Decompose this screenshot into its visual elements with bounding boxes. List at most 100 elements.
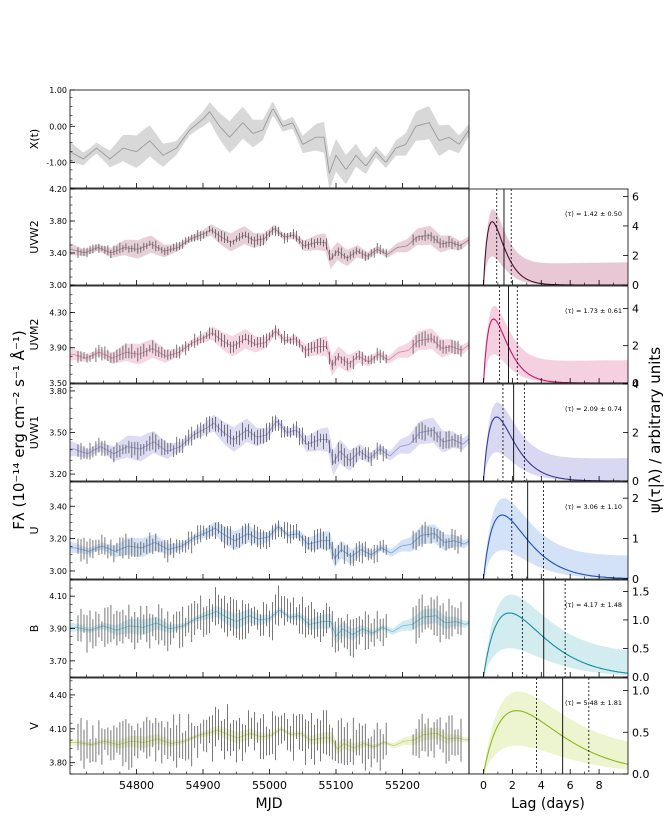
- plot-area: [469, 580, 628, 677]
- y-tick-label: 0.0: [632, 671, 650, 684]
- y-tick-label: 1.00: [49, 86, 67, 95]
- x-axis-label-mjd: MJD: [256, 796, 283, 812]
- model-uncertainty-band: [70, 725, 469, 755]
- y-tick-label: 3.90: [49, 344, 67, 353]
- y-tick-label: 4.40: [49, 691, 67, 700]
- y-tick-label: 3.90: [49, 625, 67, 634]
- y-tick-label: 0: [632, 377, 639, 390]
- transfer-function-line: [469, 514, 628, 579]
- plot-area: [70, 102, 469, 188]
- panel-frame: [468, 579, 629, 678]
- row-label: X(t): [28, 129, 41, 149]
- transfer-uncertainty-band: [469, 691, 628, 774]
- y-tick-label: 3.20: [49, 470, 67, 479]
- light-curve-panel-xt: 1.00 0.00 -1.00 X(t): [28, 86, 470, 189]
- transfer-panel-b: ⟨τ⟩ = 4.17 ± 1.48 0.0 0.5 1.0 1.5: [468, 579, 650, 684]
- y-tick-label: 3.20: [49, 535, 67, 544]
- transfer-uncertainty-band: [469, 305, 628, 383]
- x-tick-label: 4: [538, 779, 545, 792]
- x-tick-label: 6: [567, 779, 574, 792]
- y-axis-label-transfer: ψ(τ|λ) / arbitrary units: [646, 347, 664, 513]
- y-tick-label: 4: [632, 378, 639, 391]
- transfer-uncertainty-band: [469, 402, 628, 481]
- y-tick-label: 4: [632, 220, 639, 233]
- x-tick-label: 2: [509, 779, 516, 792]
- y-tick-label: 1: [632, 533, 639, 546]
- y-tick-label: 0: [632, 279, 639, 292]
- y-tick-label: 3.50: [49, 379, 67, 388]
- transfer-panel-v: ⟨τ⟩ = 5.48 ± 1.81 0.0 0.5 1.0: [468, 677, 650, 781]
- plot-area: [469, 384, 628, 481]
- row-label: U: [28, 526, 41, 534]
- transfer-function-line: [469, 220, 628, 285]
- x-tick-label: 8: [596, 779, 603, 792]
- plot-area: [70, 585, 469, 658]
- mean-lag-annotation: ⟨τ⟩ = 5.48 ± 1.81: [565, 699, 622, 707]
- plot-area: [469, 678, 628, 774]
- y-axis-label-flux: Fλ (10⁻¹⁴ erg cm⁻² s⁻¹ Å⁻¹): [9, 330, 28, 529]
- plot-area: [469, 482, 628, 579]
- y-tick-label: 4.10: [49, 592, 67, 601]
- mean-lag-annotation: ⟨τ⟩ = 1.42 ± 0.50: [565, 210, 622, 218]
- transfer-function-panels: ⟨τ⟩ = 1.42 ± 0.50 0 2 4 6 ⟨τ⟩ = 1.73 ± 0.61 0 2…: [468, 188, 650, 792]
- panel-frame: [69, 677, 470, 775]
- transfer-function-line: [469, 710, 628, 774]
- y-tick-label: 6: [632, 190, 639, 203]
- plot-area: [70, 224, 469, 270]
- light-curve-panel-uvw2: 4.20 3.80 3.40 3.00 UVW2: [28, 185, 470, 290]
- y-tick-label: 2: [632, 492, 639, 505]
- y-tick-label: 0.5: [632, 726, 650, 739]
- y-tick-label: 3.00: [49, 281, 67, 290]
- y-tick-label: 0: [632, 475, 639, 488]
- x-axis-label-lag: Lag (days): [511, 796, 585, 812]
- transfer-function-line: [469, 612, 628, 677]
- y-tick-label: 3.80: [49, 387, 67, 396]
- row-label: UVW1: [28, 416, 41, 449]
- panel-frame: [468, 481, 629, 580]
- row-label: UVM2: [28, 318, 41, 350]
- y-tick-label: 1.5: [632, 585, 650, 598]
- model-uncertainty-band: [70, 102, 469, 188]
- plot-area: [70, 520, 469, 568]
- y-tick-label: -1.00: [46, 159, 67, 168]
- y-tick-label: 1.0: [632, 614, 650, 627]
- y-tick-label: 0.0: [632, 768, 650, 781]
- plot-area: [469, 189, 628, 285]
- transfer-panel-uvm2: ⟨τ⟩ = 1.73 ± 0.61 0 2 4: [468, 285, 639, 390]
- row-label: UVW2: [28, 220, 41, 253]
- y-tick-label: 2: [632, 249, 639, 262]
- mean-lag-annotation: ⟨τ⟩ = 4.17 ± 1.48: [565, 601, 622, 609]
- y-tick-label: 3.70: [49, 657, 67, 666]
- y-tick-label: 3.80: [49, 759, 67, 768]
- x-tick-label: 55100: [319, 779, 354, 792]
- y-tick-label: 3.00: [49, 567, 67, 576]
- panel-frame: [468, 677, 629, 775]
- x-tick-label: 54900: [186, 779, 221, 792]
- row-label: B: [28, 625, 41, 633]
- x-tick-label: 0: [480, 779, 487, 792]
- panel-frame: [468, 188, 629, 286]
- transfer-uncertainty-band: [469, 594, 628, 677]
- transfer-panel-uvw2: ⟨τ⟩ = 1.42 ± 0.50 0 2 4 6: [468, 188, 639, 292]
- y-tick-label: 4: [632, 302, 639, 315]
- y-tick-label: 4.30: [49, 308, 67, 317]
- transfer-uncertainty-band: [469, 209, 628, 285]
- row-label: V: [28, 722, 41, 730]
- y-tick-label: 0.00: [49, 122, 67, 131]
- x-tick-label: 54800: [119, 779, 154, 792]
- light-curve-panels: 1.00 0.00 -1.00 X(t) 4.20 3.80 3.40 3.00 UVW2 4.3…: [28, 86, 470, 792]
- transfer-function-line: [469, 318, 628, 383]
- mean-lag-annotation: ⟨τ⟩ = 3.06 ± 1.10: [565, 503, 622, 511]
- x-tick-label: 55000: [252, 779, 287, 792]
- light-curve-panel-uvm2: 4.30 3.90 3.50 UVM2: [28, 285, 470, 388]
- plot-area: [70, 325, 469, 377]
- y-tick-label: 3.80: [49, 217, 67, 226]
- light-curve-panel-v: 4.40 4.10 3.80 V: [28, 677, 470, 775]
- model-uncertainty-band: [70, 605, 469, 644]
- model-uncertainty-band: [70, 326, 469, 377]
- plot-area: [70, 414, 469, 476]
- transfer-panel-uvw1: ⟨τ⟩ = 2.09 ± 0.74 0 2 4: [468, 378, 639, 488]
- plot-area: [70, 704, 469, 771]
- y-tick-label: 4.10: [49, 725, 67, 734]
